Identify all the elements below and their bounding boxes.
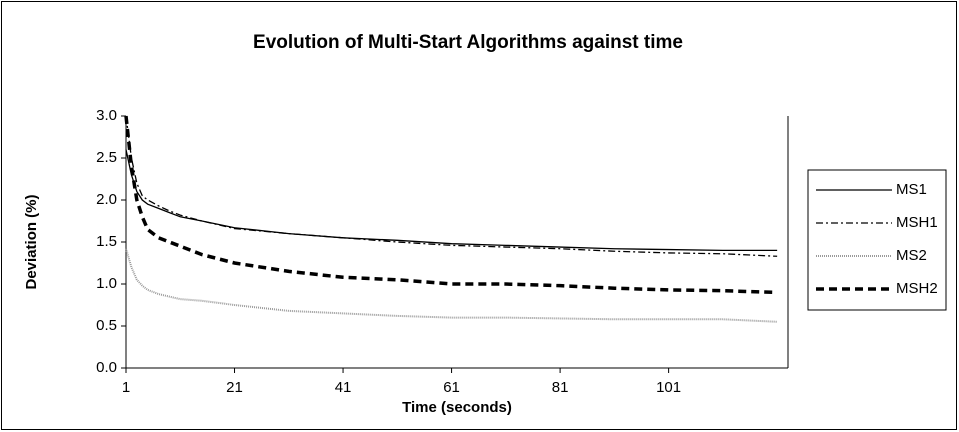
legend-label: MSH2 [896,280,938,297]
x-tick-label: 61 [443,379,460,396]
y-tick-label: 3.0 [96,107,117,124]
y-tick-label: 1.0 [96,275,117,292]
legend-label: MSH1 [896,214,938,231]
y-tick-label: 0.5 [96,317,117,334]
y-tick-label: 2.0 [96,191,117,208]
chart-title: Evolution of Multi-Start Algorithms agai… [253,32,683,53]
legend-label: MS1 [896,181,927,198]
x-tick-label: 81 [552,379,569,396]
legend-box [807,169,947,311]
x-tick-label: 41 [335,379,352,396]
y-tick-label: 0.0 [96,359,117,376]
series-line [124,115,778,295]
x-tick-label: 21 [226,379,243,396]
series-line [125,248,778,323]
x-tick-label: 101 [656,379,681,396]
y-tick-label: 2.5 [96,149,117,166]
x-tick-label: 1 [122,379,130,396]
x-axis-label: Time (seconds) [402,399,512,416]
y-axis-label: Deviation (%) [23,194,40,289]
series-line [125,149,778,252]
legend-label: MS2 [896,247,927,264]
y-tick-label: 1.5 [96,233,117,250]
